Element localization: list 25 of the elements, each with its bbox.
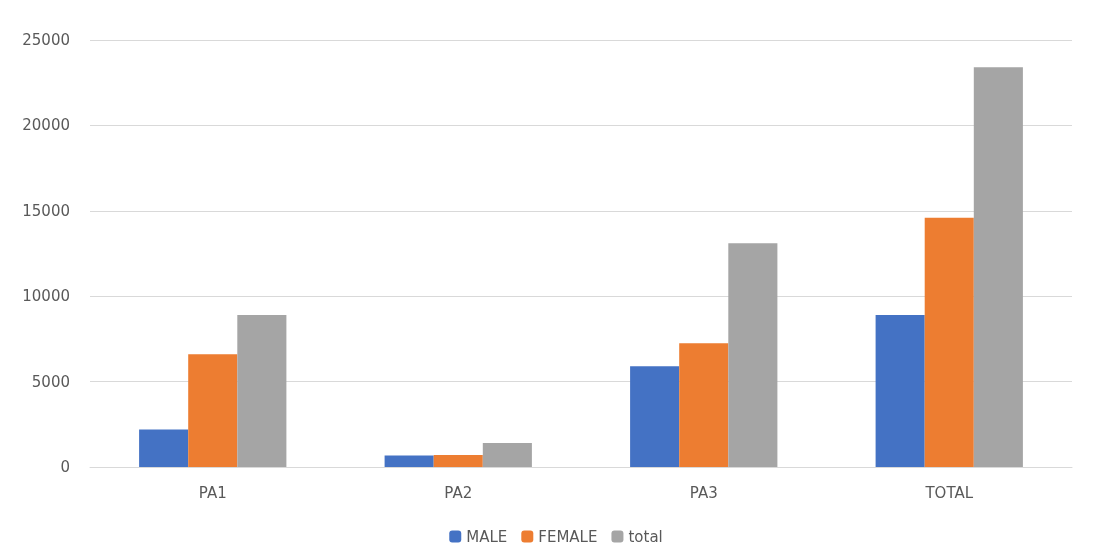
- bar: [728, 243, 778, 467]
- bar: [433, 455, 483, 467]
- legend-label: total: [628, 527, 663, 546]
- bar: [875, 314, 925, 467]
- legend-label: FEMALE: [538, 527, 598, 546]
- bar: [482, 443, 532, 467]
- bar: [237, 314, 287, 467]
- x-tick-label: PA3: [689, 483, 718, 502]
- bar: [924, 217, 974, 467]
- y-tick-label: 20000: [22, 116, 70, 135]
- bar: [188, 354, 238, 467]
- bar: [973, 67, 1023, 467]
- bar: [384, 455, 434, 467]
- y-tick-label: 0: [60, 458, 70, 476]
- bar: [139, 429, 189, 467]
- y-tick-label: 15000: [22, 201, 70, 220]
- x-tick-label: PA1: [198, 483, 227, 502]
- y-tick-label: 25000: [22, 31, 70, 49]
- y-tick-label: 5000: [31, 372, 70, 391]
- bar: [679, 343, 729, 467]
- x-tick-label: PA2: [444, 483, 473, 502]
- y-tick-label: 10000: [22, 287, 70, 306]
- legend-label: MALE: [466, 527, 508, 546]
- x-tick-label: TOTAL: [924, 483, 974, 502]
- bar: [630, 366, 680, 467]
